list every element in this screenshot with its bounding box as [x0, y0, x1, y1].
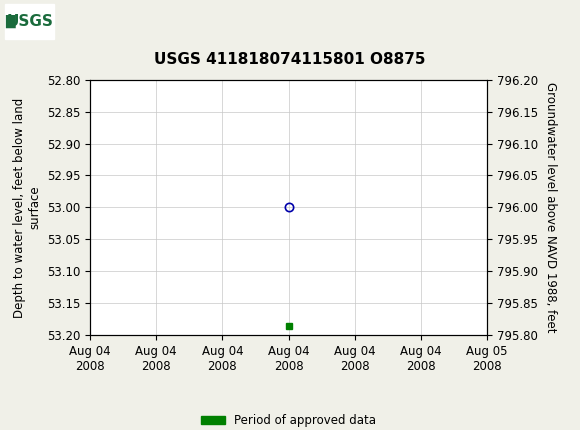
Text: USGS 411818074115801 O8875: USGS 411818074115801 O8875 — [154, 52, 426, 67]
Text: USGS: USGS — [7, 14, 53, 29]
Legend: Period of approved data: Period of approved data — [196, 409, 381, 430]
Text: █: █ — [5, 15, 14, 28]
Y-axis label: Depth to water level, feet below land
surface: Depth to water level, feet below land su… — [13, 97, 41, 318]
Y-axis label: Groundwater level above NAVD 1988, feet: Groundwater level above NAVD 1988, feet — [543, 82, 557, 333]
FancyBboxPatch shape — [5, 4, 54, 39]
